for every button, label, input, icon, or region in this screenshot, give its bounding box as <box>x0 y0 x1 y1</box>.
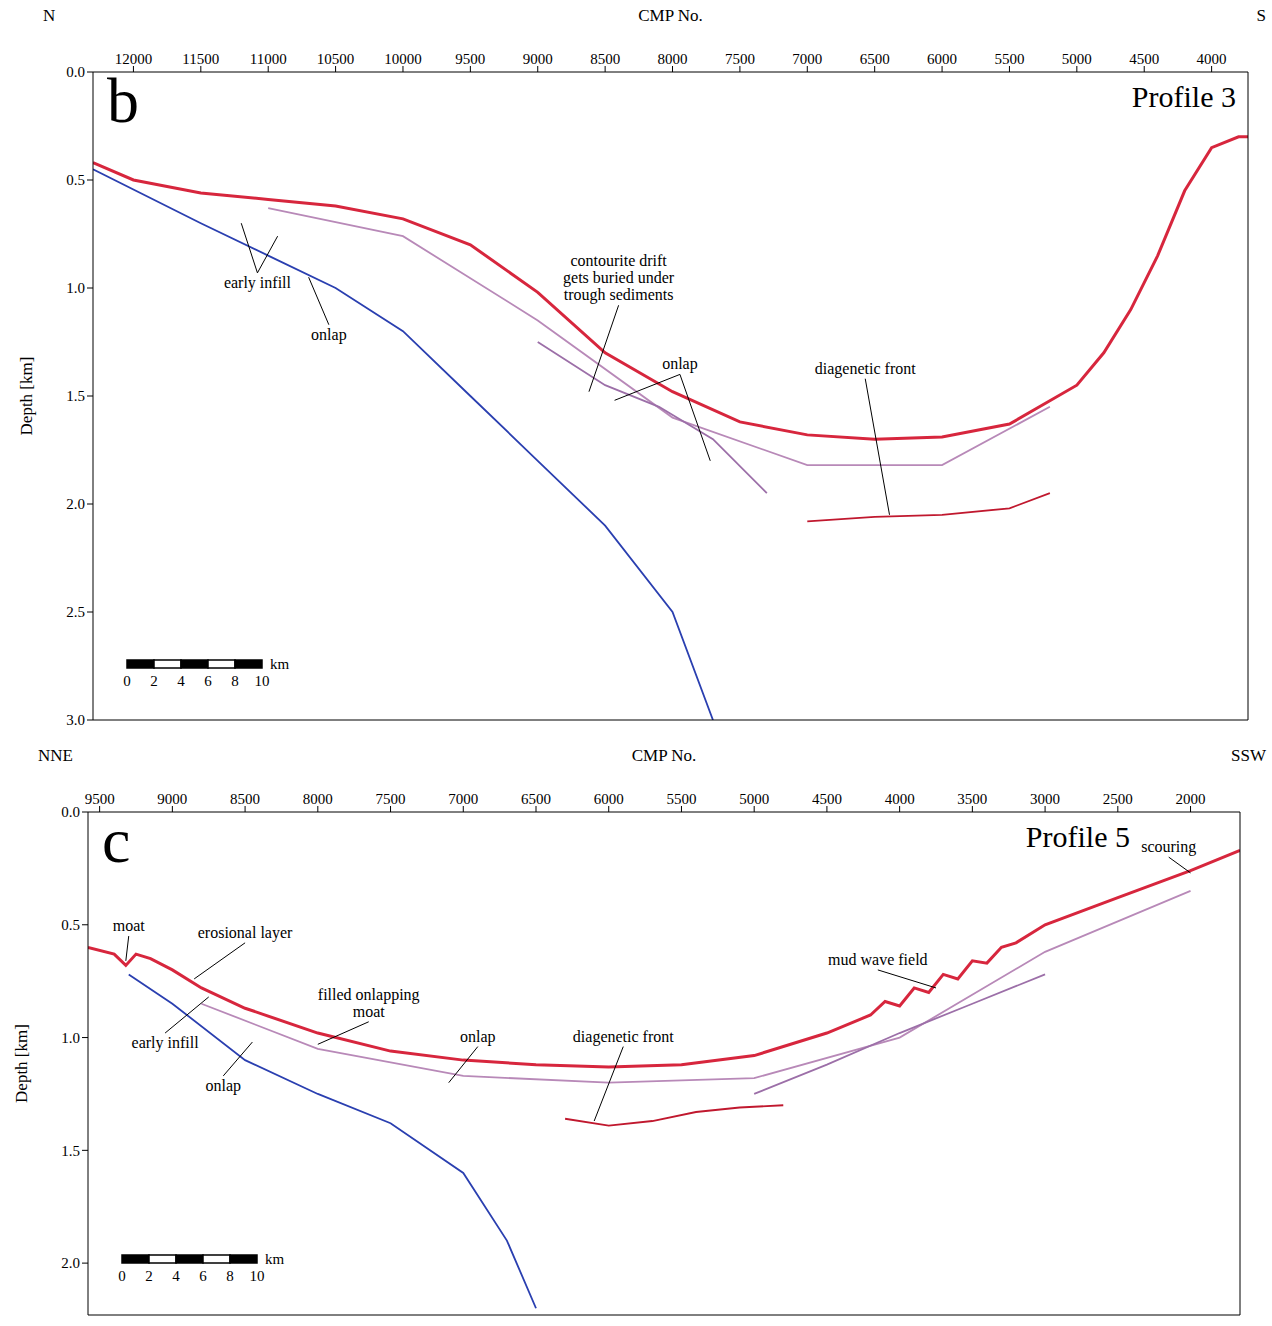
svg-text:9000: 9000 <box>157 791 187 807</box>
svg-text:1.0: 1.0 <box>66 280 85 296</box>
svg-text:5500: 5500 <box>666 791 696 807</box>
svg-text:8500: 8500 <box>230 791 260 807</box>
svg-text:7000: 7000 <box>792 51 822 67</box>
svg-text:2.0: 2.0 <box>61 1255 80 1271</box>
svg-text:moat: moat <box>113 917 146 934</box>
svg-text:4000: 4000 <box>885 791 915 807</box>
svg-text:9500: 9500 <box>85 791 115 807</box>
svg-text:onlap: onlap <box>311 326 347 344</box>
svg-text:6: 6 <box>204 673 212 689</box>
svg-text:8: 8 <box>231 673 239 689</box>
svg-text:Depth [km]: Depth [km] <box>12 1024 31 1103</box>
svg-text:km: km <box>270 656 290 672</box>
svg-text:6: 6 <box>199 1268 207 1284</box>
svg-text:6000: 6000 <box>927 51 957 67</box>
svg-text:4: 4 <box>177 673 185 689</box>
svg-text:4500: 4500 <box>1129 51 1159 67</box>
svg-text:10: 10 <box>255 673 270 689</box>
svg-text:3000: 3000 <box>1030 791 1060 807</box>
html-text:Profile 3: Profile 3 <box>1131 80 1236 113</box>
svg-text:4500: 4500 <box>812 791 842 807</box>
html-text:NNE: NNE <box>38 746 73 765</box>
svg-text:0.5: 0.5 <box>61 917 80 933</box>
html-text:CMP No.: CMP No. <box>631 746 697 765</box>
svg-text:10: 10 <box>250 1268 265 1284</box>
svg-text:8: 8 <box>226 1268 234 1284</box>
svg-text:3500: 3500 <box>957 791 987 807</box>
svg-text:8000: 8000 <box>658 51 688 67</box>
svg-text:7500: 7500 <box>725 51 755 67</box>
svg-text:10000: 10000 <box>384 51 422 67</box>
html-text:N: N <box>43 6 56 25</box>
svg-text:1.0: 1.0 <box>61 1030 80 1046</box>
svg-text:2500: 2500 <box>1103 791 1133 807</box>
svg-text:5500: 5500 <box>994 51 1024 67</box>
svg-text:10500: 10500 <box>317 51 355 67</box>
html-text:SSW: SSW <box>1231 746 1266 765</box>
html-text:CMP No.: CMP No. <box>638 6 703 25</box>
svg-text:9000: 9000 <box>523 51 553 67</box>
svg-text:0.0: 0.0 <box>66 64 85 80</box>
svg-text:0.5: 0.5 <box>66 172 85 188</box>
svg-text:diagenetic front: diagenetic front <box>573 1028 674 1046</box>
svg-text:onlap: onlap <box>662 355 698 373</box>
svg-text:3.0: 3.0 <box>66 712 85 728</box>
svg-text:contourite driftgets buried un: contourite driftgets buried undertrough … <box>563 252 675 304</box>
svg-text:11000: 11000 <box>250 51 287 67</box>
svg-text:2000: 2000 <box>1176 791 1206 807</box>
svg-text:mud wave field: mud wave field <box>828 951 928 968</box>
svg-text:onlap: onlap <box>205 1077 241 1095</box>
svg-text:6500: 6500 <box>521 791 551 807</box>
svg-text:5000: 5000 <box>1062 51 1092 67</box>
svg-text:0: 0 <box>123 673 131 689</box>
svg-text:8500: 8500 <box>590 51 620 67</box>
svg-text:2: 2 <box>150 673 158 689</box>
svg-text:8000: 8000 <box>303 791 333 807</box>
svg-text:early infill: early infill <box>132 1034 200 1052</box>
svg-text:km: km <box>265 1251 285 1267</box>
svg-text:2.0: 2.0 <box>66 496 85 512</box>
svg-text:0.0: 0.0 <box>61 804 80 820</box>
svg-text:erosional layer: erosional layer <box>198 924 293 942</box>
svg-text:2: 2 <box>145 1268 153 1284</box>
svg-text:4: 4 <box>172 1268 180 1284</box>
html-text:S: S <box>1256 6 1266 25</box>
svg-text:1.5: 1.5 <box>66 388 85 404</box>
svg-text:4000: 4000 <box>1197 51 1227 67</box>
svg-text:7000: 7000 <box>448 791 478 807</box>
svg-text:6000: 6000 <box>594 791 624 807</box>
svg-text:12000: 12000 <box>115 51 153 67</box>
svg-text:5000: 5000 <box>739 791 769 807</box>
svg-text:early infill: early infill <box>224 274 292 292</box>
svg-text:Depth [km]: Depth [km] <box>17 357 36 436</box>
svg-text:6500: 6500 <box>860 51 890 67</box>
svg-text:diagenetic front: diagenetic front <box>815 360 916 378</box>
svg-text:filled onlappingmoat: filled onlappingmoat <box>318 986 420 1020</box>
svg-text:1.5: 1.5 <box>61 1143 80 1159</box>
html-text:Profile 5: Profile 5 <box>1025 820 1130 853</box>
svg-text:7500: 7500 <box>376 791 406 807</box>
svg-text:11500: 11500 <box>182 51 219 67</box>
svg-text:2.5: 2.5 <box>66 604 85 620</box>
svg-text:onlap: onlap <box>460 1028 496 1046</box>
svg-text:0: 0 <box>118 1268 126 1284</box>
html-text:b: b <box>107 65 139 136</box>
svg-text:9500: 9500 <box>455 51 485 67</box>
html-text:c: c <box>102 805 131 876</box>
svg-text:scouring: scouring <box>1141 838 1196 856</box>
